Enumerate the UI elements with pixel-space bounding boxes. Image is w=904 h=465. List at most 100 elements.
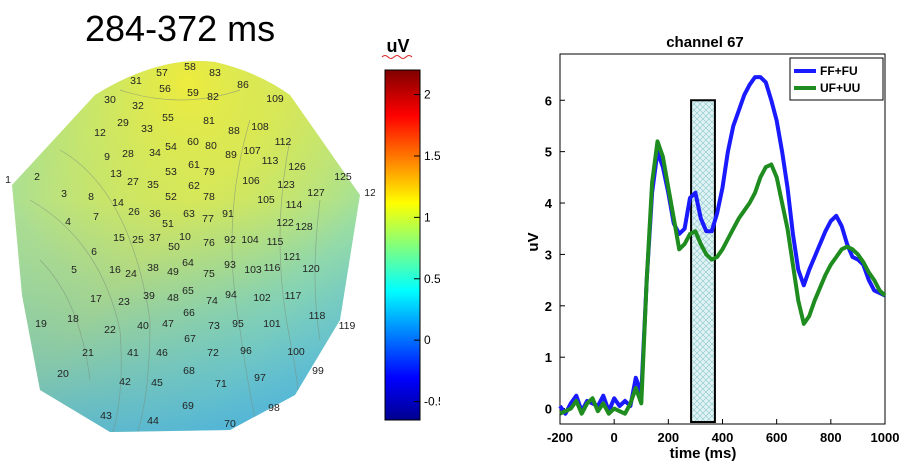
colorbar-tick-label: 2 bbox=[424, 88, 431, 102]
y-tick-label: 4 bbox=[545, 196, 553, 211]
colorbar-tick-label: 0 bbox=[424, 333, 431, 347]
electrode-label: 107 bbox=[243, 145, 261, 157]
electrode-label: 121 bbox=[283, 251, 301, 263]
electrode-label: 50 bbox=[168, 241, 180, 253]
plot-area bbox=[559, 53, 886, 425]
electrode-label: 108 bbox=[251, 121, 269, 133]
electrode-label: 39 bbox=[143, 290, 155, 302]
electrode-label: 94 bbox=[225, 289, 237, 301]
colorbar-tick-label: 1.5 bbox=[424, 149, 440, 163]
electrode-label: 78 bbox=[203, 191, 215, 203]
electrode-label: 89 bbox=[225, 149, 237, 161]
electrode-label: 95 bbox=[232, 318, 244, 330]
electrode-label: 117 bbox=[285, 290, 302, 302]
electrode-label: 17 bbox=[90, 293, 102, 305]
electrode-label: 27 bbox=[127, 176, 139, 188]
series-line-2 bbox=[559, 139, 887, 416]
electrode-label: 101 bbox=[263, 318, 281, 330]
electrode-label: 126 bbox=[288, 161, 306, 173]
electrode-label: 74 bbox=[206, 295, 218, 307]
y-tick-label: 2 bbox=[545, 299, 552, 314]
electrode-label: 38 bbox=[147, 262, 159, 274]
electrode-label: 26 bbox=[128, 206, 140, 218]
electrode-label: 52 bbox=[165, 191, 177, 203]
electrode-label: 57 bbox=[156, 67, 168, 79]
electrode-label: 116 bbox=[264, 262, 281, 274]
erp-line-chart: channel 67 -200 0 200 400 600 800 10000123456 … bbox=[525, 34, 900, 462]
electrode-label: 72 bbox=[207, 347, 219, 359]
x-tick-label: 800 bbox=[820, 430, 842, 445]
electrode-label: 99 bbox=[312, 365, 324, 377]
electrode-label: 73 bbox=[208, 320, 220, 332]
electrode-label: 91 bbox=[222, 208, 234, 220]
electrode-label: 63 bbox=[183, 208, 195, 220]
chart-title: channel 67 bbox=[666, 34, 744, 51]
electrode-label: 23 bbox=[118, 296, 130, 308]
x-tick-label: 400 bbox=[712, 430, 734, 445]
electrode-label: 97 bbox=[254, 372, 266, 384]
electrode-label: 53 bbox=[165, 166, 177, 178]
electrode-label: 47 bbox=[162, 318, 174, 330]
electrode-label: 92 bbox=[224, 234, 236, 246]
electrode-label: 32 bbox=[132, 100, 144, 112]
electrode-label: 80 bbox=[205, 140, 217, 152]
electrode-label: 59 bbox=[187, 87, 199, 99]
electrode-label: 7 bbox=[93, 211, 99, 223]
electrode-label: 15 bbox=[113, 232, 125, 244]
electrode-label: 21 bbox=[82, 347, 94, 359]
electrode-label: 83 bbox=[209, 67, 221, 79]
colorbar-tick-label: 0.5 bbox=[424, 272, 440, 286]
x-tick-label: 1000 bbox=[871, 430, 900, 445]
series-line-1 bbox=[558, 75, 886, 416]
electrode-label: 5 bbox=[71, 264, 77, 276]
electrode-label: 24 bbox=[125, 268, 137, 280]
electrode-label: 60 bbox=[187, 136, 199, 148]
electrode-label: 61 bbox=[188, 159, 200, 171]
colorbar-gradient bbox=[384, 69, 421, 421]
electrode-label: 56 bbox=[159, 83, 171, 95]
electrode-label: 105 bbox=[257, 194, 275, 206]
electrode-label: 114 bbox=[286, 199, 303, 211]
electrode-label: 43 bbox=[100, 410, 112, 422]
electrode-label: 118 bbox=[309, 310, 326, 322]
y-tick-label: 5 bbox=[545, 145, 552, 160]
electrode-label: 103 bbox=[244, 264, 262, 276]
electrode-label: 104 bbox=[241, 234, 259, 246]
electrode-label: 113 bbox=[262, 155, 279, 167]
electrode-label: 51 bbox=[162, 218, 174, 230]
legend-label: FF+FU bbox=[820, 64, 858, 78]
electrode-label: 79 bbox=[203, 166, 215, 178]
electrode-label: 20 bbox=[57, 368, 69, 380]
electrode-label: 33 bbox=[141, 123, 153, 135]
electrode-label: 42 bbox=[119, 376, 131, 388]
electrode-label: 4 bbox=[65, 216, 71, 228]
electrode-label: 41 bbox=[127, 347, 139, 359]
electrode-label: 76 bbox=[203, 237, 215, 249]
electrode-label: 31 bbox=[130, 75, 142, 87]
electrode-label: 45 bbox=[151, 377, 163, 389]
legend-box bbox=[789, 57, 884, 101]
electrode-label: 13 bbox=[110, 168, 122, 180]
electrode-label: 98 bbox=[268, 402, 280, 414]
electrode-label: 70 bbox=[224, 418, 236, 430]
electrode-label: 54 bbox=[165, 141, 177, 153]
electrode-label: 49 bbox=[167, 266, 179, 278]
electrode-label: 71 bbox=[215, 378, 227, 390]
electrode-label: 68 bbox=[183, 365, 195, 377]
electrode-label: 29 bbox=[117, 117, 129, 129]
electrode-label: 115 bbox=[267, 236, 284, 248]
electrode-label: 93 bbox=[224, 259, 236, 271]
electrode-label: 25 bbox=[132, 234, 144, 246]
electrode-label: 3 bbox=[61, 188, 67, 200]
electrode-label: 28 bbox=[122, 148, 134, 160]
electrode-label: 88 bbox=[228, 125, 240, 137]
electrode-label: 122 bbox=[276, 217, 294, 229]
electrode-label: 125 bbox=[334, 171, 352, 183]
colorbar-unit-label: uV bbox=[386, 36, 409, 56]
y-axis-label: uV bbox=[525, 232, 542, 251]
electrode-label: 30 bbox=[104, 94, 116, 106]
electrode-label: 46 bbox=[156, 347, 168, 359]
electrode-label: 2 bbox=[34, 171, 40, 183]
electrode-label: 69 bbox=[182, 400, 194, 412]
